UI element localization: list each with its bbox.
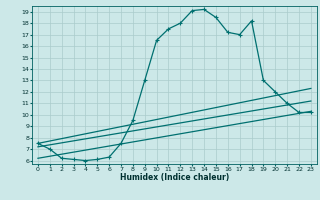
X-axis label: Humidex (Indice chaleur): Humidex (Indice chaleur) <box>120 173 229 182</box>
